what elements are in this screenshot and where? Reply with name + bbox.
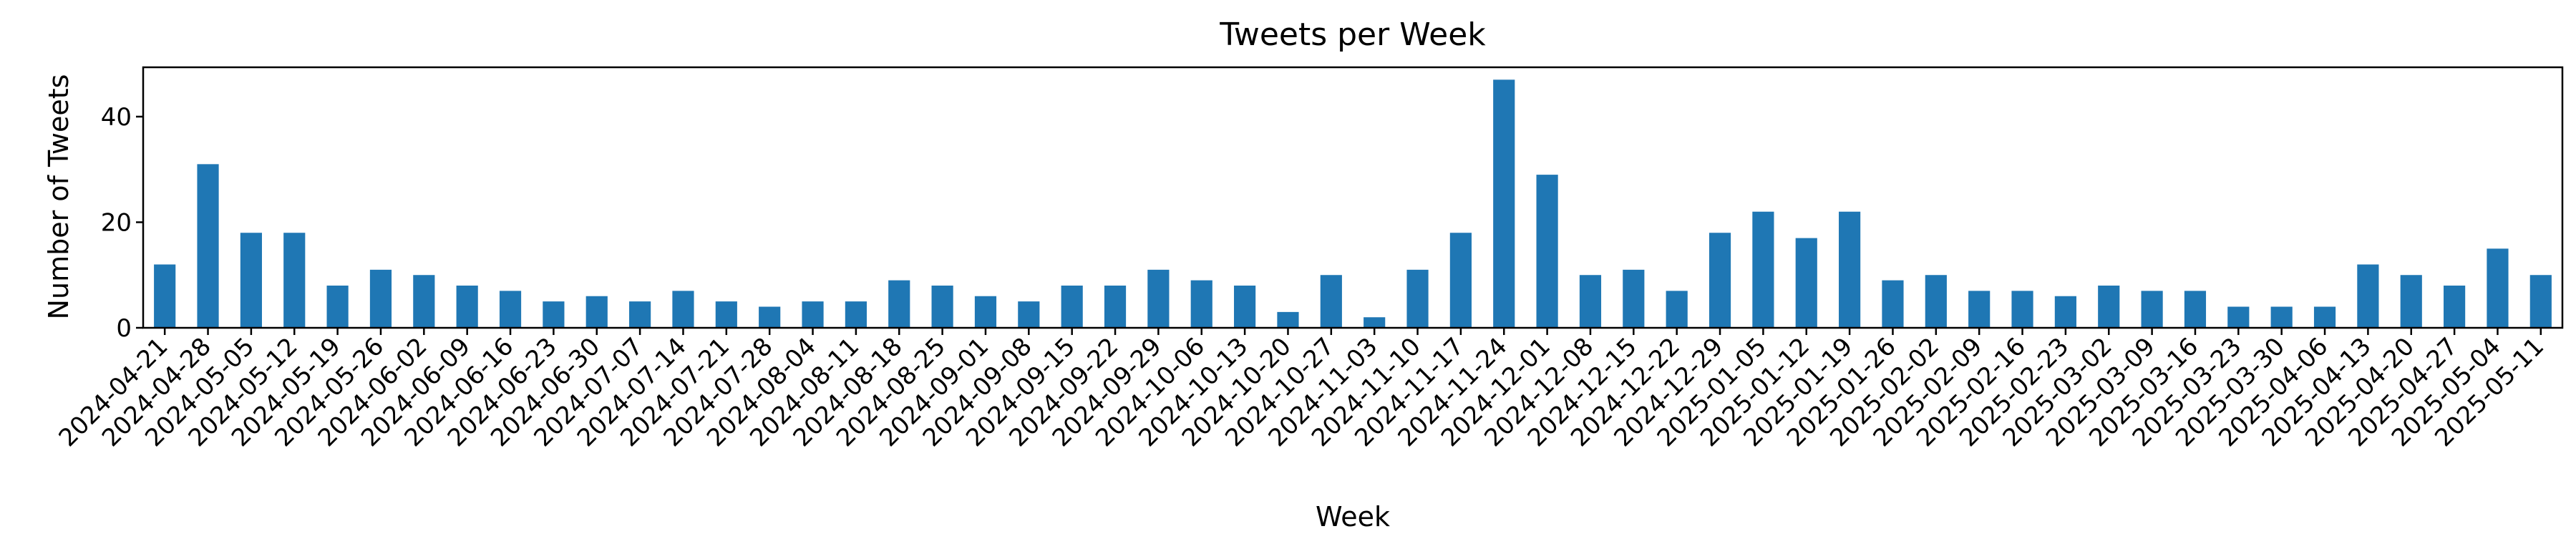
chart-title: Tweets per Week [1219, 16, 1486, 53]
bar [585, 296, 608, 328]
bar [1968, 291, 1991, 328]
bar [1709, 233, 1731, 328]
bar [1061, 285, 1083, 328]
bar [283, 233, 306, 328]
y-ticks-group: 0 20 40 [101, 103, 143, 343]
bar [326, 285, 349, 328]
bar [1839, 211, 1861, 328]
y-tick-label: 0 [116, 314, 132, 343]
bar [672, 291, 694, 328]
bar [2141, 291, 2163, 328]
bar [154, 264, 176, 328]
bar [1406, 269, 1429, 328]
bar [1147, 269, 1170, 328]
bar [2011, 291, 2033, 328]
bar [888, 280, 910, 328]
bar [197, 164, 219, 328]
y-tick-label: 20 [101, 208, 132, 237]
bar [1666, 291, 1688, 328]
bar [1190, 280, 1212, 328]
bar [759, 306, 781, 328]
bar [845, 301, 867, 328]
bar [1882, 280, 1904, 328]
bar [1234, 285, 1256, 328]
bar [2357, 264, 2379, 328]
bars-group [154, 79, 2552, 328]
bar [240, 233, 262, 328]
x-axis-label: Week [1316, 501, 1390, 533]
y-axis-label: Number of Tweets [43, 74, 74, 320]
bar [931, 285, 953, 328]
bar [369, 269, 392, 328]
x-ticks-group: 2024-04-212024-04-282024-05-052024-05-12… [54, 328, 2550, 452]
bar [543, 301, 565, 328]
bar [1623, 269, 1645, 328]
bar [2444, 285, 2466, 328]
bar [1536, 175, 1558, 328]
bar [715, 301, 737, 328]
bar [2098, 285, 2120, 328]
bar [802, 301, 824, 328]
y-tick-label: 40 [101, 103, 132, 132]
bar [1752, 211, 1774, 328]
bar [2529, 275, 2552, 328]
bar [413, 275, 435, 328]
bar [1364, 317, 1386, 328]
bar [2184, 291, 2207, 328]
bar [1493, 79, 1515, 328]
bar [1579, 275, 1602, 328]
bar [1449, 233, 1472, 328]
bar [2054, 296, 2076, 328]
bar [2487, 248, 2509, 328]
bar [1925, 275, 1947, 328]
bar [1320, 275, 1342, 328]
bar [499, 291, 522, 328]
bar [2227, 306, 2250, 328]
bar [456, 285, 478, 328]
bar [974, 296, 997, 328]
bar [1104, 285, 1127, 328]
plot-frame [142, 66, 2564, 329]
bar [629, 301, 651, 328]
bar [2400, 275, 2422, 328]
bar [1018, 301, 1040, 328]
bar [1277, 311, 1299, 328]
bar [2313, 306, 2336, 328]
bar [2270, 306, 2293, 328]
bar [1795, 238, 1817, 328]
